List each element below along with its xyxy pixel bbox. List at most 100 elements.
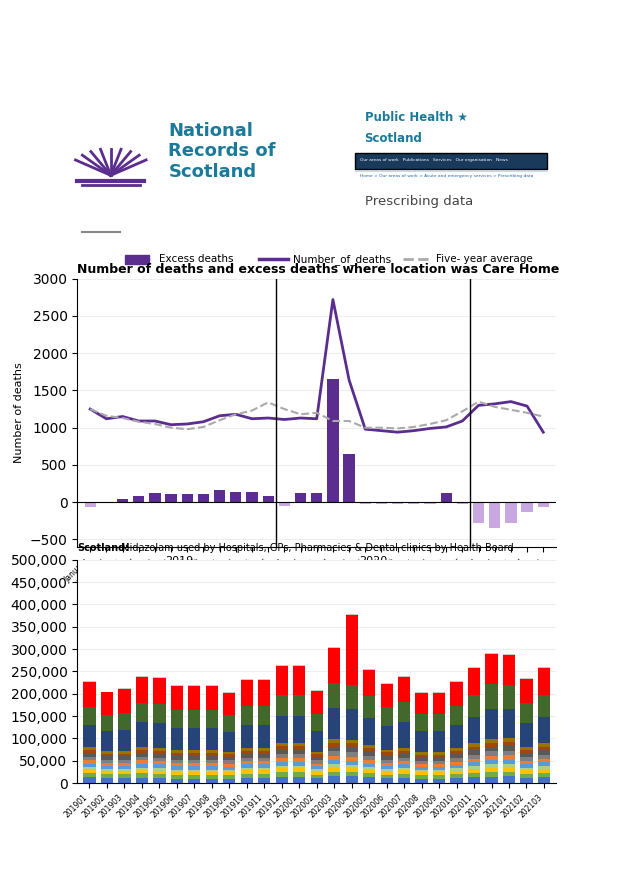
- Bar: [101, 763, 113, 766]
- Bar: [206, 772, 218, 775]
- Bar: [276, 759, 288, 762]
- Bar: [398, 753, 410, 758]
- Bar: [118, 713, 130, 730]
- Bar: [153, 704, 166, 723]
- Bar: [276, 777, 288, 783]
- Bar: [83, 707, 96, 724]
- Bar: [311, 757, 323, 760]
- Bar: [503, 655, 515, 685]
- Bar: [153, 753, 166, 758]
- Bar: [433, 775, 445, 779]
- Bar: [101, 778, 113, 783]
- Bar: [363, 774, 375, 777]
- Bar: [522, 502, 533, 512]
- Bar: [468, 668, 480, 695]
- Bar: [258, 753, 271, 758]
- Bar: [136, 678, 148, 703]
- Bar: [230, 492, 242, 502]
- Bar: [451, 765, 463, 768]
- Bar: [206, 752, 218, 756]
- Bar: [381, 726, 393, 750]
- Bar: [363, 670, 375, 696]
- Bar: [381, 772, 393, 774]
- Bar: [153, 758, 166, 761]
- Bar: [153, 778, 166, 783]
- Bar: [433, 764, 445, 766]
- Bar: [136, 770, 148, 774]
- Bar: [503, 742, 515, 746]
- Bar: [223, 764, 235, 766]
- Bar: [118, 751, 130, 753]
- Bar: [415, 775, 428, 779]
- Bar: [223, 775, 235, 779]
- Bar: [101, 715, 113, 731]
- Bar: [485, 765, 497, 767]
- Bar: [538, 766, 550, 769]
- Bar: [118, 766, 130, 769]
- Bar: [398, 751, 410, 753]
- Bar: [328, 767, 341, 772]
- Bar: [503, 685, 515, 708]
- Bar: [171, 759, 183, 763]
- Bar: [381, 774, 393, 778]
- Bar: [415, 764, 428, 766]
- Bar: [345, 776, 358, 783]
- Bar: [311, 731, 323, 752]
- Bar: [441, 493, 452, 502]
- Bar: [538, 777, 550, 783]
- Bar: [276, 716, 288, 743]
- Bar: [328, 772, 341, 776]
- Text: Five- year average: Five- year average: [436, 254, 533, 264]
- Bar: [214, 489, 226, 502]
- Bar: [83, 777, 96, 783]
- Bar: [171, 763, 183, 766]
- Bar: [258, 758, 271, 761]
- Bar: [398, 768, 410, 770]
- Bar: [293, 743, 305, 746]
- Bar: [133, 496, 145, 502]
- Bar: [328, 648, 341, 683]
- Bar: [258, 751, 271, 753]
- Bar: [425, 502, 436, 504]
- Bar: [240, 765, 253, 768]
- Bar: [328, 683, 341, 708]
- Bar: [381, 766, 393, 769]
- Bar: [188, 728, 200, 750]
- Bar: [171, 728, 183, 750]
- Bar: [136, 703, 148, 722]
- Bar: [276, 762, 288, 766]
- Bar: [520, 761, 533, 764]
- Bar: [188, 756, 200, 759]
- Bar: [240, 679, 253, 680]
- Bar: [363, 696, 375, 718]
- Bar: [398, 702, 410, 722]
- Bar: [311, 493, 323, 502]
- Bar: [293, 750, 305, 754]
- Bar: [223, 754, 235, 757]
- Bar: [328, 708, 341, 739]
- Bar: [240, 753, 253, 758]
- Bar: [136, 722, 148, 747]
- Bar: [363, 760, 375, 764]
- Bar: [398, 761, 410, 765]
- Bar: [468, 667, 480, 668]
- Bar: [118, 689, 130, 713]
- Bar: [381, 763, 393, 766]
- Bar: [433, 770, 445, 772]
- Bar: [451, 762, 463, 765]
- Bar: [451, 724, 463, 748]
- Bar: [153, 774, 166, 778]
- Bar: [415, 754, 428, 758]
- Bar: [188, 710, 200, 728]
- Bar: [206, 728, 218, 750]
- Bar: [415, 758, 428, 761]
- Bar: [276, 750, 288, 754]
- Bar: [150, 494, 161, 502]
- Bar: [223, 766, 235, 770]
- Bar: [433, 752, 445, 754]
- Bar: [485, 756, 497, 760]
- Bar: [276, 773, 288, 777]
- Text: Public Health ★: Public Health ★: [365, 111, 467, 124]
- Bar: [433, 715, 445, 731]
- Bar: [468, 750, 480, 754]
